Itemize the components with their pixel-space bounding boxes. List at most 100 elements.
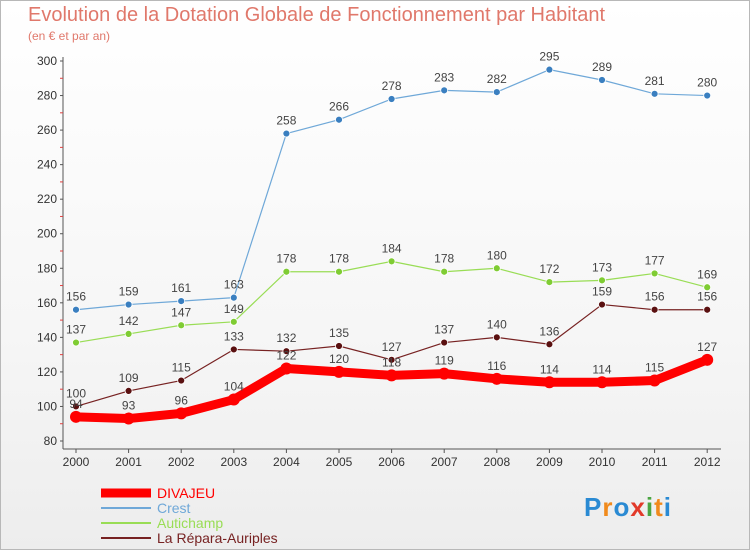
data-label-crest: 278: [382, 79, 402, 93]
data-label-autichamp: 178: [329, 252, 349, 266]
data-label-crest: 282: [487, 72, 507, 86]
data-point-crest: [282, 129, 291, 138]
data-label-la-r-para-auriples: 159: [592, 285, 612, 299]
x-tick-label-2008: 2008: [483, 455, 510, 469]
data-point-autichamp: [703, 283, 712, 292]
data-label-crest: 156: [66, 290, 86, 304]
data-label-crest: 283: [434, 70, 454, 84]
x-tick-label-2012: 2012: [694, 455, 721, 469]
data-label-la-r-para-auriples: 156: [697, 290, 717, 304]
data-point-autichamp: [598, 276, 606, 285]
logo-letter: i: [663, 492, 672, 522]
data-point-autichamp: [282, 267, 291, 276]
data-point-divajeu: [333, 365, 345, 378]
data-label-autichamp: 169: [697, 267, 717, 281]
chart-title: Evolution de la Dotation Globale de Fonc…: [28, 4, 606, 26]
data-label-divajeu: 127: [697, 340, 717, 354]
data-label-crest: 266: [329, 100, 349, 114]
data-label-la-r-para-auriples: 132: [276, 331, 296, 345]
x-tick-label-2010: 2010: [589, 455, 616, 469]
y-tick-label-260: 260: [37, 123, 57, 137]
data-label-divajeu: 115: [645, 361, 664, 375]
data-label-divajeu: 96: [175, 393, 189, 407]
data-label-crest: 258: [276, 114, 296, 128]
y-tick-label-280: 280: [37, 89, 57, 103]
data-point-autichamp: [545, 278, 554, 286]
data-label-divajeu: 93: [122, 399, 136, 413]
data-point-la-r-para-auriples: [72, 402, 80, 411]
data-label-divajeu: 118: [382, 355, 401, 369]
data-label-crest: 289: [592, 60, 612, 74]
x-tick-label-2005: 2005: [326, 455, 353, 469]
data-point-crest: [72, 305, 80, 314]
data-point-divajeu: [490, 372, 503, 385]
data-point-divajeu: [543, 376, 556, 389]
y-tick-label-160: 160: [37, 296, 57, 310]
x-tick-label-2009: 2009: [536, 455, 563, 469]
data-label-autichamp: 172: [539, 262, 559, 276]
data-point-crest: [387, 95, 396, 103]
data-label-autichamp: 180: [487, 248, 507, 262]
y-tick-label-240: 240: [37, 158, 57, 172]
logo-letter: o: [613, 492, 631, 522]
data-point-crest: [177, 297, 186, 305]
data-point-la-r-para-auriples: [650, 305, 659, 314]
logo-letter: P: [584, 492, 603, 522]
data-point-la-r-para-auriples: [598, 300, 606, 309]
data-label-autichamp: 177: [645, 253, 665, 267]
data-label-autichamp: 137: [66, 323, 86, 337]
data-label-crest: 280: [697, 76, 717, 90]
data-label-autichamp: 149: [224, 302, 244, 316]
data-point-divajeu: [227, 393, 240, 406]
data-point-divajeu: [648, 374, 661, 387]
chart-subtitle: (en € et par an): [28, 29, 111, 43]
data-point-crest: [124, 300, 133, 309]
data-point-la-r-para-auriples: [492, 333, 501, 342]
x-tick-label-2006: 2006: [378, 455, 405, 469]
data-point-la-r-para-auriples: [177, 376, 186, 385]
data-label-divajeu: 114: [592, 362, 611, 376]
legend-label-divajeu: DIVAJEU: [157, 485, 215, 501]
data-label-la-r-para-auriples: 135: [329, 326, 349, 340]
data-point-autichamp: [650, 269, 659, 278]
data-point-autichamp: [387, 257, 396, 266]
logo-letter: t: [654, 492, 664, 522]
data-label-la-r-para-auriples: 133: [224, 329, 244, 343]
logo-letter: i: [645, 492, 655, 522]
data-label-divajeu: 94: [69, 397, 83, 411]
legend-label-autichamp: Autichamp: [157, 515, 223, 531]
data-label-divajeu: 119: [435, 354, 454, 368]
x-tick-label-2011: 2011: [642, 455, 668, 469]
data-point-divajeu: [280, 362, 293, 375]
data-point-divajeu: [385, 369, 398, 382]
data-point-crest: [335, 115, 343, 124]
data-point-divajeu: [596, 376, 608, 389]
data-label-la-r-para-auriples: 137: [434, 323, 454, 337]
data-point-crest: [545, 65, 554, 74]
logo-letter: r: [602, 492, 614, 522]
y-tick-label-300: 300: [37, 54, 57, 68]
data-label-divajeu: 114: [540, 362, 559, 376]
data-label-divajeu: 104: [224, 380, 244, 394]
y-tick-label-100: 100: [37, 399, 57, 413]
data-label-la-r-para-auriples: 156: [645, 290, 665, 304]
y-tick-label-200: 200: [37, 227, 57, 241]
data-label-autichamp: 173: [592, 260, 612, 274]
data-point-crest: [229, 293, 238, 302]
data-point-la-r-para-auriples: [229, 345, 238, 354]
data-label-divajeu: 120: [329, 352, 349, 366]
data-point-divajeu: [70, 410, 82, 423]
data-point-autichamp: [335, 267, 343, 276]
x-tick-label-2000: 2000: [63, 455, 90, 469]
data-point-crest: [598, 76, 606, 84]
proxiti-logo: Proxiti: [584, 492, 672, 523]
x-tick-label-2001: 2001: [115, 455, 142, 469]
data-label-la-r-para-auriples: 115: [172, 361, 191, 375]
data-point-la-r-para-auriples: [440, 338, 449, 347]
data-label-divajeu: 122: [276, 348, 296, 362]
x-tick-label-2004: 2004: [273, 455, 300, 469]
data-label-la-r-para-auriples: 109: [119, 371, 139, 385]
legend-label-la-r-para-auriples: La Répara-Auriples: [157, 530, 278, 546]
y-tick-label-220: 220: [37, 192, 57, 206]
